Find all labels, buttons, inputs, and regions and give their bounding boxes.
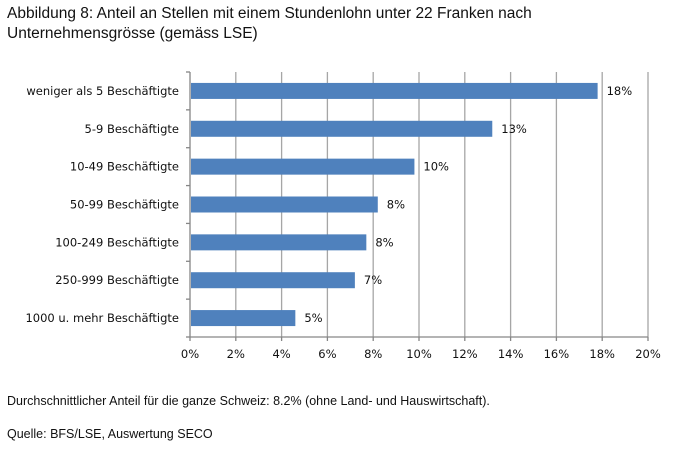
category-label: 5-9 Beschäftigte: [85, 122, 180, 136]
category-label: 10-49 Beschäftigte: [70, 160, 179, 174]
x-tick-label: 2%: [227, 347, 245, 361]
x-tick-label: 10%: [406, 347, 432, 361]
x-tick-label: 20%: [635, 347, 661, 361]
bar: [191, 120, 493, 137]
x-tick-label: 6%: [318, 347, 336, 361]
bar: [191, 272, 355, 289]
data-label: 18%: [607, 84, 633, 98]
category-label: 100-249 Beschäftigte: [55, 235, 179, 249]
x-tick-label: 14%: [498, 347, 524, 361]
x-tick-label: 4%: [272, 347, 290, 361]
data-label: 5%: [304, 311, 322, 325]
average-note: Durchschnittlicher Anteil für die ganze …: [7, 394, 490, 408]
category-label: 250-999 Beschäftigte: [55, 273, 179, 287]
data-label: 13%: [501, 122, 527, 136]
x-tick-label: 0%: [181, 347, 199, 361]
x-tick-label: 18%: [589, 347, 615, 361]
x-tick-label: 8%: [364, 347, 382, 361]
source-note: Quelle: BFS/LSE, Auswertung SECO: [7, 427, 213, 441]
bar: [191, 82, 598, 99]
data-label: 8%: [375, 235, 393, 249]
category-label: 50-99 Beschäftigte: [70, 198, 179, 212]
category-label: weniger als 5 Beschäftigte: [26, 84, 179, 98]
bar: [191, 158, 415, 175]
title-line-1: Abbildung 8: Anteil an Stellen mit einem…: [7, 5, 532, 22]
x-tick-label: 16%: [544, 347, 570, 361]
data-label: 8%: [387, 198, 405, 212]
data-label: 7%: [364, 273, 382, 287]
data-label: 10%: [423, 160, 449, 174]
chart-title: Abbildung 8: Anteil an Stellen mit einem…: [7, 4, 532, 44]
bar: [191, 310, 296, 327]
category-label: 1000 u. mehr Beschäftigte: [25, 311, 179, 325]
bar: [191, 234, 367, 251]
x-tick-label: 12%: [452, 347, 478, 361]
bar: [191, 196, 378, 213]
title-line-2: Unternehmensgrösse (gemäss LSE): [7, 25, 258, 42]
